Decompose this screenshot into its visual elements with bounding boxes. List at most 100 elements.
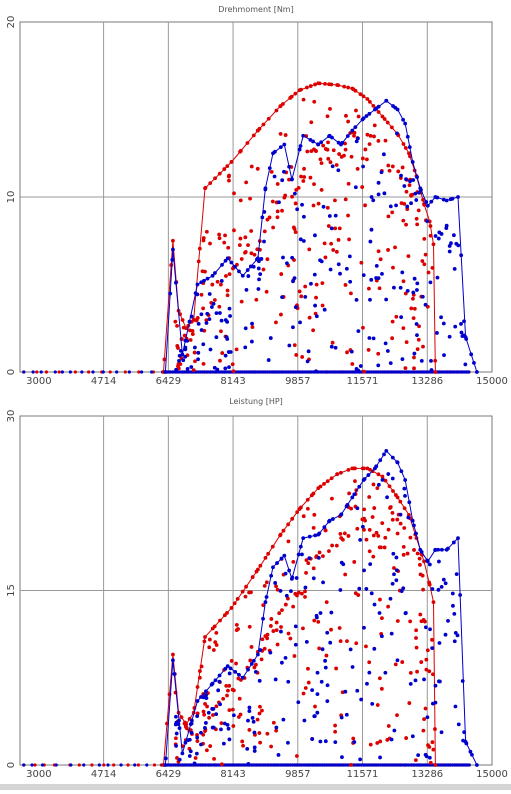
data-point (290, 255, 295, 260)
data-point (378, 739, 383, 744)
data-point (302, 718, 307, 723)
data-point (418, 572, 423, 577)
data-point (347, 491, 352, 496)
data-point (389, 631, 394, 636)
data-point (315, 710, 320, 715)
data-point (339, 715, 344, 720)
data-point (431, 600, 436, 605)
data-point (232, 228, 236, 233)
x-tick-label: 6429 (156, 376, 181, 387)
data-point (232, 763, 236, 767)
data-point (238, 712, 243, 717)
data-point (376, 351, 381, 356)
data-point (260, 215, 265, 220)
data-point (302, 166, 306, 171)
data-point (404, 340, 409, 345)
data-point (431, 242, 436, 247)
data-point (354, 297, 359, 302)
data-point (457, 370, 461, 374)
data-point (423, 252, 428, 257)
data-point (203, 721, 208, 725)
data-point (212, 756, 216, 761)
data-point (82, 763, 86, 767)
data-point (439, 315, 443, 320)
data-point (365, 763, 370, 767)
data-point (254, 569, 259, 574)
data-point (207, 292, 212, 296)
data-point (299, 87, 303, 92)
data-point (274, 584, 278, 589)
data-point (183, 354, 188, 359)
data-point (217, 679, 222, 684)
data-point (433, 763, 438, 767)
data-point (193, 756, 198, 760)
data-point (168, 370, 173, 374)
data-point (361, 94, 366, 99)
data-point (230, 362, 235, 367)
data-point (196, 357, 200, 362)
data-point (222, 167, 227, 171)
data-point (449, 241, 453, 246)
data-point (229, 260, 234, 265)
data-point (274, 628, 279, 633)
data-point (207, 645, 212, 650)
data-point (296, 552, 301, 557)
data-point (447, 334, 452, 339)
data-point (456, 195, 460, 199)
data-point (314, 295, 318, 300)
data-point (333, 213, 338, 218)
data-point (314, 314, 319, 319)
data-point (221, 696, 226, 701)
data-point (243, 594, 248, 599)
data-point (174, 763, 178, 767)
data-point (412, 523, 416, 528)
data-point (433, 370, 438, 374)
data-point (368, 239, 373, 244)
data-point (91, 370, 95, 374)
data-point (213, 271, 217, 275)
data-point (472, 361, 476, 365)
data-point (411, 290, 416, 295)
data-point (403, 611, 408, 616)
data-point (279, 272, 284, 276)
data-point (385, 120, 390, 125)
data-point (357, 586, 362, 591)
x-tick-label: 8143 (220, 376, 245, 387)
data-point (362, 625, 366, 630)
data-point (298, 544, 303, 549)
data-point (210, 282, 215, 287)
data-point (435, 195, 440, 200)
data-point (361, 273, 366, 278)
data-point (226, 688, 230, 693)
data-point (31, 370, 35, 374)
data-point (188, 338, 193, 342)
data-point (296, 186, 301, 190)
data-point (195, 714, 200, 718)
data-point (407, 151, 411, 156)
data-point (393, 105, 398, 110)
data-point (217, 232, 221, 237)
data-point (382, 152, 386, 157)
data-point (291, 559, 296, 564)
data-point (272, 174, 277, 179)
x-tick-label: 15000 (476, 376, 508, 387)
data-point (196, 350, 201, 355)
data-point (376, 534, 381, 538)
data-point (244, 287, 249, 292)
data-point (462, 730, 467, 735)
data-point (392, 566, 396, 570)
data-point (262, 210, 267, 214)
data-point (433, 727, 437, 731)
data-point (106, 763, 110, 767)
data-point (207, 317, 212, 322)
data-point (323, 81, 327, 86)
data-point (268, 624, 273, 628)
data-point (198, 370, 202, 374)
data-point (245, 746, 250, 751)
data-point (330, 340, 335, 345)
data-point (204, 748, 209, 753)
data-point (211, 648, 216, 652)
data-point (379, 686, 384, 691)
data-point (377, 545, 382, 550)
